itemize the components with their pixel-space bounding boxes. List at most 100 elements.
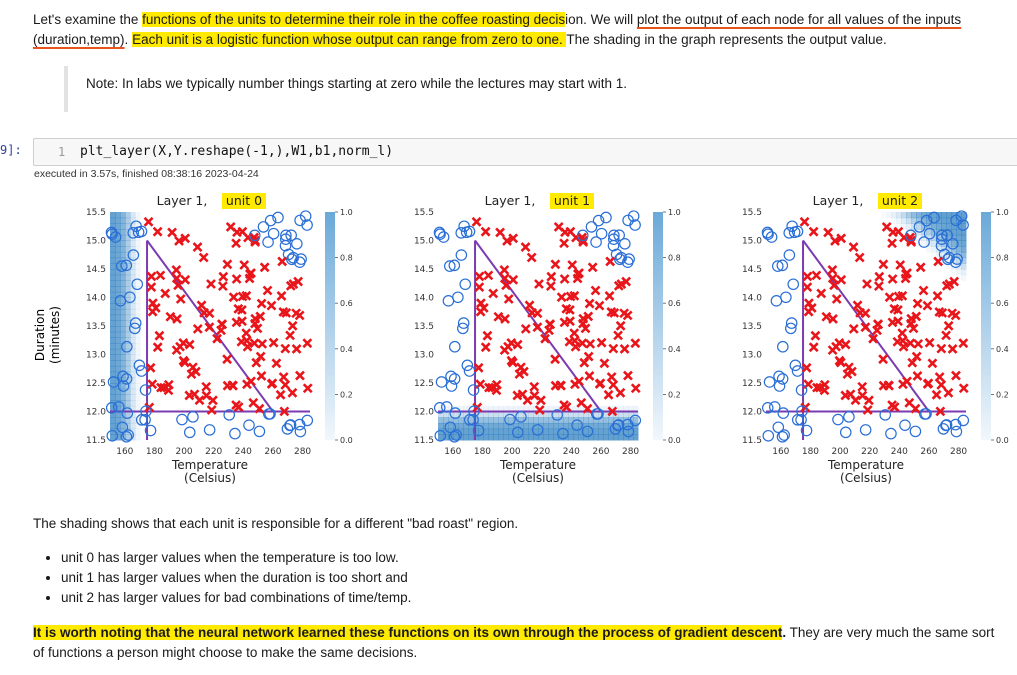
heatmap-cell <box>503 411 509 418</box>
heatmap-cell <box>130 274 136 281</box>
colorbar-tick-label: 1.0 <box>996 208 1009 217</box>
bad-roast-point <box>787 278 800 291</box>
heatmap-cell <box>120 274 126 281</box>
good-roast-point <box>257 338 268 349</box>
x-tick-label: 240 <box>235 447 252 457</box>
heatmap-cell <box>901 217 907 224</box>
heatmap-cell <box>110 257 116 264</box>
bad-roast-point <box>264 214 277 227</box>
bad-roast-point <box>443 260 456 272</box>
intro-text-4: The shading in the graph represents the … <box>566 32 887 47</box>
heatmap-cell <box>448 422 454 430</box>
good-roast-point <box>244 269 255 279</box>
colorbar-tick-label: 0.6 <box>996 299 1009 308</box>
heatmap-cell <box>881 212 887 218</box>
bullet-item-unit-1: unit 1 has larger values when the durati… <box>61 568 733 588</box>
heatmap-cell <box>115 286 121 293</box>
execution-info: executed in 3.57s, finished 08:38:16 202… <box>34 168 259 180</box>
bad-roast-point <box>117 380 130 392</box>
heatmap-cell <box>926 217 932 224</box>
heatmap-cell <box>135 280 141 287</box>
heatmap-cell <box>115 343 121 350</box>
good-roast-point <box>606 306 617 317</box>
bad-roast-point <box>571 419 583 431</box>
heatmap-cell <box>120 434 126 441</box>
good-roast-point <box>280 343 291 354</box>
intro-text-1: Let's examine the <box>33 12 143 27</box>
good-roast-point <box>852 300 863 311</box>
good-roast-point <box>922 378 933 389</box>
heatmap-cell <box>633 428 639 435</box>
good-roast-point <box>147 298 158 309</box>
y-tick-label: 12.0 <box>742 408 762 418</box>
chart-title-highlight <box>222 193 266 209</box>
bad-roast-point <box>585 221 598 233</box>
heatmap-cell <box>453 434 459 441</box>
heatmap-cell <box>543 405 549 412</box>
bad-roast-point <box>610 248 623 261</box>
good-roast-point <box>819 379 830 390</box>
good-roast-point <box>522 395 533 406</box>
heatmap-cell <box>120 320 126 327</box>
heatmap-cell <box>951 217 957 224</box>
heatmap-cell <box>623 422 629 430</box>
good-roast-point <box>175 341 185 352</box>
bad-roast-point <box>434 429 447 442</box>
code-line[interactable]: plt_layer(X,Y.reshape(-1,),W1,b1,norm_l) <box>80 144 394 159</box>
bad-roast-point <box>859 424 872 436</box>
good-roast-point <box>584 298 595 309</box>
x-tick-label: 180 <box>146 447 163 457</box>
heatmap-cell <box>125 383 131 390</box>
bad-roast-point <box>248 229 261 242</box>
heatmap-cell <box>463 428 469 435</box>
heatmap-cell <box>125 246 131 253</box>
heatmap-cell <box>125 388 131 395</box>
bad-roast-point <box>609 423 622 435</box>
good-roast-point <box>936 343 947 354</box>
bad-roast-point <box>920 408 932 420</box>
heatmap-cell <box>110 422 116 430</box>
good-roast-point <box>212 333 222 344</box>
bad-roast-point <box>127 227 140 239</box>
good-roast-point <box>501 280 511 291</box>
ylabel-line-2: (minutes) <box>48 306 62 364</box>
heatmap-cell <box>120 286 126 293</box>
bad-roast-point <box>913 221 926 233</box>
x-tick-label: 220 <box>205 447 222 457</box>
good-roast-point <box>830 236 840 246</box>
good-roast-point <box>564 305 575 315</box>
x-tick-label: 160 <box>444 447 461 457</box>
good-roast-point <box>198 252 209 263</box>
code-cell[interactable]: 1 plt_layer(X,Y.reshape(-1,),W1,b1,norm_… <box>33 138 1017 166</box>
bad-roast-point <box>121 407 134 419</box>
heatmap-cell <box>115 217 121 224</box>
heatmap-cell <box>110 251 116 259</box>
good-roast-point <box>887 238 898 249</box>
good-roast-point <box>912 371 923 381</box>
good-roast-point <box>606 372 617 382</box>
heatmap-cell <box>901 223 907 230</box>
heatmap-cell <box>120 303 126 310</box>
good-roast-point <box>583 351 594 362</box>
heatmap-cell <box>115 348 121 355</box>
heatmap-cell <box>110 280 116 287</box>
y-tick-label: 14.5 <box>414 265 434 275</box>
bad-roast-point <box>120 259 133 272</box>
heatmap-cell <box>125 417 131 424</box>
bad-roast-point <box>595 227 608 240</box>
colorbar-tick-label: 0.0 <box>340 436 353 445</box>
good-roast-point <box>893 291 904 302</box>
good-roast-point <box>171 273 182 284</box>
bad-roast-point <box>448 340 461 353</box>
heatmap-cell <box>458 405 464 412</box>
bad-roast-point <box>440 401 453 413</box>
heatmap-cell <box>896 212 902 219</box>
x-axis-label-line-1: Temperature <box>499 458 576 472</box>
heatmap-cell <box>443 417 449 424</box>
closing-bold-end: . <box>782 625 787 640</box>
heatmap-cell <box>921 240 927 247</box>
heatmap-cell <box>488 434 494 441</box>
heatmap-cell <box>110 212 116 219</box>
colorbar-tick-label: 1.0 <box>340 208 353 217</box>
heatmap-cell <box>941 229 947 236</box>
